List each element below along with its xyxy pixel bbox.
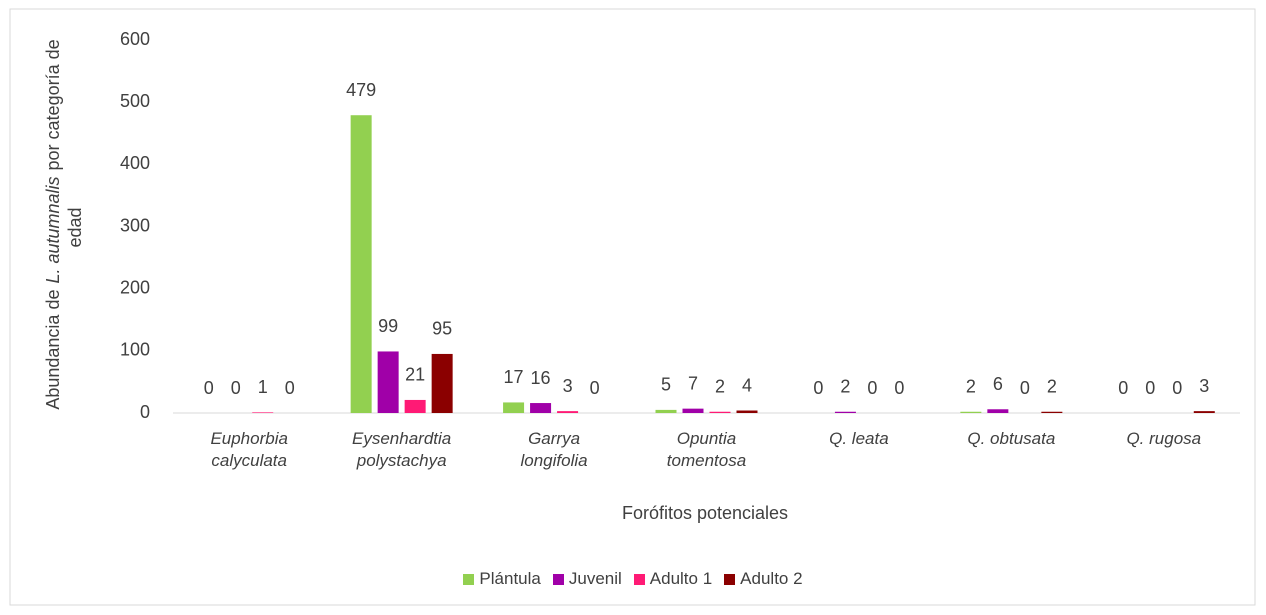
legend-item: Adulto 2 [724,569,803,589]
value-label: 479 [346,80,376,100]
legend-item: Adulto 1 [633,569,713,589]
value-label: 2 [840,377,850,397]
value-label: 2 [715,377,725,397]
x-tick-label: Euphorbia calyculata [210,429,288,470]
y-tick-label: 500 [120,91,150,111]
legend-label: Plántula [479,569,541,588]
bar [557,411,579,413]
value-label: 2 [1047,377,1057,397]
y-axis-title-part: L. autumnalis [43,176,63,284]
bar [350,115,372,413]
value-label: 2 [966,377,976,397]
value-label: 3 [563,376,573,396]
bar [834,411,856,413]
value-label: 0 [285,378,295,398]
y-tick-label: 300 [120,215,150,235]
value-label: 0 [813,378,823,398]
bar [960,411,982,413]
value-label: 0 [204,378,214,398]
legend-swatch [552,573,564,585]
value-label: 1 [258,377,268,397]
value-label: 0 [894,378,904,398]
y-tick-label: 100 [120,340,150,360]
legend-swatch [463,573,475,585]
bar [1193,411,1215,413]
y-tick-label: 600 [120,29,150,49]
x-tick-label: Opuntia tomentosa [666,429,747,470]
value-label: 6 [993,374,1003,394]
value-label: 95 [432,319,452,339]
x-tick-label-box: Q. leata [829,429,889,448]
bar [709,411,731,413]
y-axis-title-part: Abundancia de [43,289,63,410]
value-label: 0 [1172,378,1182,398]
x-tick-label-box: Garrya longifolia [520,429,588,470]
legend-swatch [724,573,736,585]
y-axis-title: Abundancia deL. autumnalispor categoría … [42,26,86,426]
bar [404,399,426,413]
bar [736,410,758,413]
legend-item: Plántula [463,569,541,589]
value-label: 0 [867,378,877,398]
legend: Plántula Juvenil Adulto 1 Adulto 2 [0,569,1266,589]
value-label: 7 [688,373,698,393]
bar [987,409,1009,413]
x-tick-label: Eysenhardtia polystachya [352,429,452,470]
value-label: 0 [590,378,600,398]
value-label: 17 [504,367,524,387]
x-tick-label-box: Euphorbia calyculata [210,429,288,470]
x-tick-label: Q. leata [829,429,889,448]
value-label: 5 [661,375,671,395]
x-tick-label: Q. rugosa [1126,429,1202,448]
legend-label: Adulto 1 [649,569,713,588]
value-label: 3 [1199,376,1209,396]
legend-item: Juvenil [552,569,622,589]
x-tick-label-box: Opuntia tomentosa [666,429,747,470]
value-label: 0 [1145,378,1155,398]
legend-label: Juvenil [568,569,622,588]
x-tick-label: Q. obtusata [967,429,1056,448]
y-tick-label: 400 [120,153,150,173]
value-label: 0 [1020,378,1030,398]
bar [1041,411,1063,413]
bar [431,353,453,413]
x-tick-label-box: Q. obtusata [967,429,1056,448]
value-label: 99 [378,316,398,336]
bar [503,402,525,413]
bar [377,351,399,413]
chart-border [9,8,1256,606]
value-label: 21 [405,365,425,385]
y-tick-label: 200 [120,277,150,297]
bar [530,403,552,413]
x-tick-label-box: Eysenhardtia polystachya [352,429,452,470]
value-label: 0 [231,378,241,398]
y-tick-label: 0 [140,402,150,422]
value-label: 16 [531,368,551,388]
value-label: 4 [742,375,752,395]
value-label: 0 [1118,378,1128,398]
legend-label: Adulto 2 [740,569,803,588]
x-axis-title: Forófitos potenciales [622,503,788,523]
legend-swatch [633,573,645,585]
x-tick-label-box: Q. rugosa [1126,429,1202,448]
bar [682,408,704,413]
x-tick-label: Garrya longifolia [520,429,588,470]
bar [655,409,677,413]
bar [252,412,274,413]
